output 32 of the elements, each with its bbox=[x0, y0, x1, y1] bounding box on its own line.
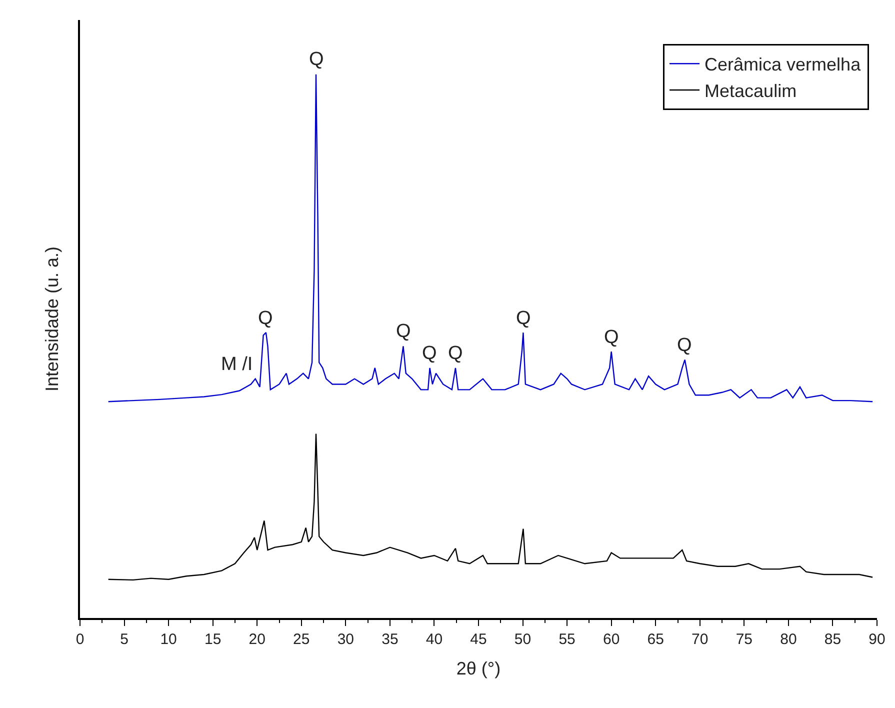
x-tick-label: 0 bbox=[76, 630, 84, 648]
x-tick-label: 35 bbox=[382, 630, 398, 648]
x-tick-label: 15 bbox=[204, 630, 222, 648]
x-tick-label: 45 bbox=[470, 630, 487, 648]
x-tick-label: 30 bbox=[337, 630, 354, 648]
legend-label: Metacaulim bbox=[704, 81, 797, 102]
x-tick-label: 50 bbox=[514, 630, 532, 648]
y-axis-title: Intensidade (u. a.) bbox=[42, 246, 62, 392]
x-tick-label: 85 bbox=[824, 630, 842, 648]
annotation: Q bbox=[448, 343, 463, 364]
annotation: Q bbox=[677, 335, 692, 356]
legend-label: Cerâmica vermelha bbox=[704, 54, 862, 75]
x-tick-label: 65 bbox=[647, 630, 664, 648]
x-tick-label: 60 bbox=[602, 630, 620, 648]
x-tick-label: 70 bbox=[692, 630, 708, 648]
x-tick-label: 80 bbox=[780, 630, 797, 648]
annotation: M /I bbox=[221, 354, 253, 375]
x-axis-title: 2θ (°) bbox=[456, 658, 501, 678]
x-tick-label: 25 bbox=[293, 630, 310, 648]
x-tick-label: 90 bbox=[868, 630, 886, 648]
annotation: Q bbox=[604, 327, 619, 348]
x-tick-label: 10 bbox=[160, 630, 177, 648]
x-tick-label: 20 bbox=[248, 630, 266, 648]
annotation: Q bbox=[396, 321, 411, 342]
x-tick-label: 40 bbox=[426, 630, 443, 648]
annotation: Q bbox=[309, 49, 324, 70]
x-tick-label: 5 bbox=[120, 630, 128, 648]
annotation: Q bbox=[258, 308, 273, 329]
x-tick-label: 75 bbox=[736, 630, 753, 648]
annotation: Q bbox=[422, 343, 437, 364]
x-tick-label: 55 bbox=[558, 630, 576, 648]
annotation: Q bbox=[516, 308, 531, 329]
